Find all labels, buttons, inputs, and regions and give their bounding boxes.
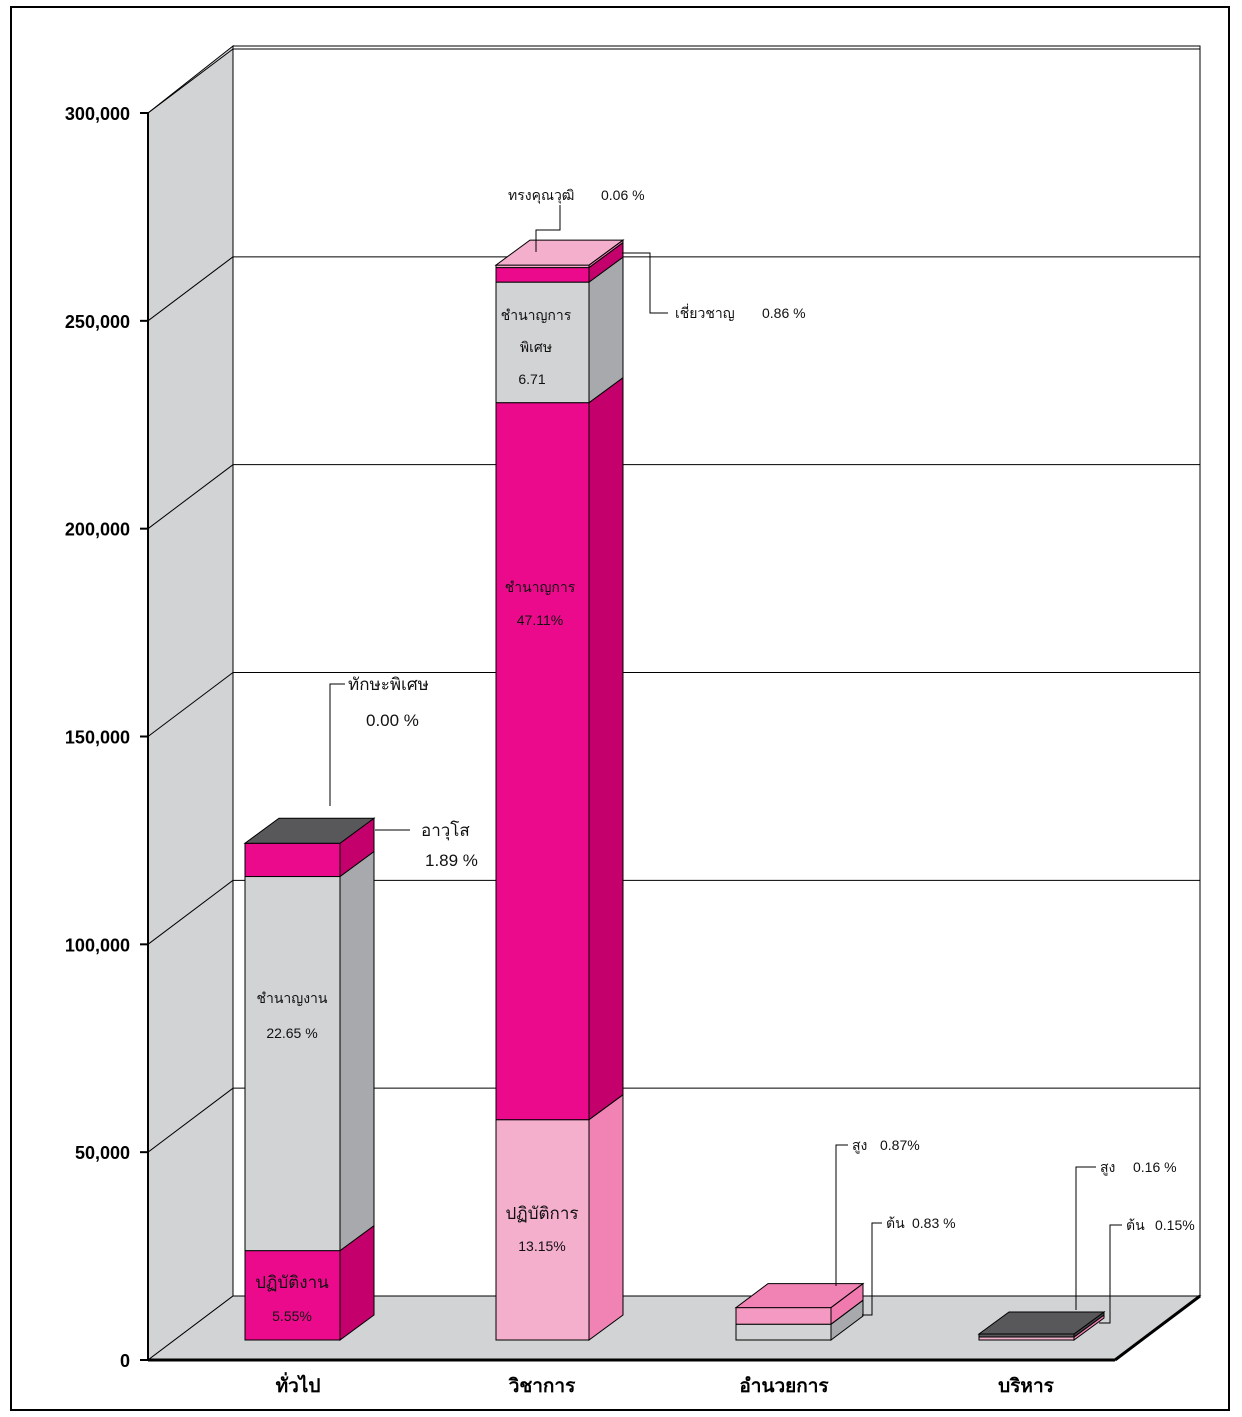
y-ticks: 0 50,000 100,000 150,000 200,000 250,000 300,0… (65, 104, 148, 1371)
bar-segment (735, 1323, 832, 1341)
bar-segment-top (734, 1283, 865, 1309)
segment-pct: 0.83 % (912, 1215, 956, 1231)
segment-label: ชำนาญงาน (257, 991, 328, 1007)
segment-label: ชำนาญการ (501, 308, 572, 324)
y-tick-label: 250,000 (65, 312, 130, 332)
y-tick-label: 150,000 (65, 728, 130, 748)
bar-segment (244, 1250, 341, 1341)
back-wall (232, 45, 1201, 1297)
segment-pct: 0.87% (880, 1137, 920, 1153)
floor-right-edge (1114, 1294, 1201, 1362)
bar-segment (495, 402, 590, 1121)
bar-segment (495, 1119, 590, 1341)
bar-segment (495, 267, 590, 283)
segment-label: อาวุโส (421, 820, 470, 841)
segment-pct: 22.65 % (266, 1025, 317, 1041)
segment-label: ทรงคุณวุฒิ (508, 188, 574, 204)
y-tick-label: 300,000 (65, 104, 130, 124)
x-tick-label: ทั่วไป (276, 1372, 321, 1397)
leader-lines (329, 205, 1122, 1324)
y-tick-label: 50,000 (75, 1143, 130, 1163)
segment-label: ปฏิบัติการ (505, 1204, 578, 1224)
bar-segment-side (588, 1093, 624, 1341)
segment-pct: 0.86 % (762, 305, 806, 321)
segment-label: สูง (1100, 1160, 1115, 1176)
segment-label: ทักษะพิเศษ (348, 675, 429, 695)
bar-segment-top (977, 1311, 1106, 1335)
side-wall (147, 44, 234, 1362)
gridline-side (147, 464, 234, 530)
x-tick-label: บริหาร (998, 1375, 1054, 1397)
y-tick-label: 200,000 (65, 520, 130, 540)
segment-pct: 47.11% (517, 612, 563, 628)
segment-pct: 6.71 (518, 371, 545, 387)
gridline-side (147, 48, 234, 114)
bar-segment-side (339, 850, 375, 1252)
segment-label: ชำนาญการ (505, 580, 576, 596)
segment-label: เชี่ยวชาญ (675, 304, 735, 322)
gridline-side (147, 672, 234, 737)
x-tick-label: วิชาการ (508, 1375, 576, 1397)
bar-segment (735, 1307, 832, 1325)
segment-pct: 0.06 % (601, 187, 645, 203)
segment-pct: 1.89 % (425, 851, 478, 870)
bar-segment (244, 876, 341, 1252)
bars (243, 239, 1106, 1341)
gridline-side (147, 256, 234, 322)
segment-label: ต้น (1126, 1218, 1145, 1234)
bar-segment (495, 281, 590, 404)
y-tick-label: 100,000 (65, 935, 130, 955)
segment-pct: 0.16 % (1133, 1159, 1177, 1175)
segment-label: ปฏิบัติงาน (255, 1273, 329, 1293)
segment-pct: 0.00 % (366, 711, 419, 730)
segment-label: สูง (852, 1138, 867, 1154)
x-tick-label: อำนวยการ (739, 1375, 829, 1397)
segment-pct: 5.55% (272, 1308, 312, 1324)
segment-label: ต้น (886, 1216, 905, 1232)
segment-pct: 13.15% (518, 1238, 565, 1254)
gridline-side (147, 1087, 234, 1153)
bar-segment (244, 842, 341, 878)
bar-segment-top (243, 817, 376, 844)
segment-label: พิเศษ (520, 340, 552, 356)
y-tick-label: 0 (120, 1351, 130, 1371)
segment-pct: 0.15% (1155, 1217, 1195, 1233)
bar-segment-top (494, 239, 625, 266)
gridlines (147, 48, 1200, 1153)
gridline-side (147, 879, 234, 945)
bar-segment-side (588, 376, 624, 1121)
